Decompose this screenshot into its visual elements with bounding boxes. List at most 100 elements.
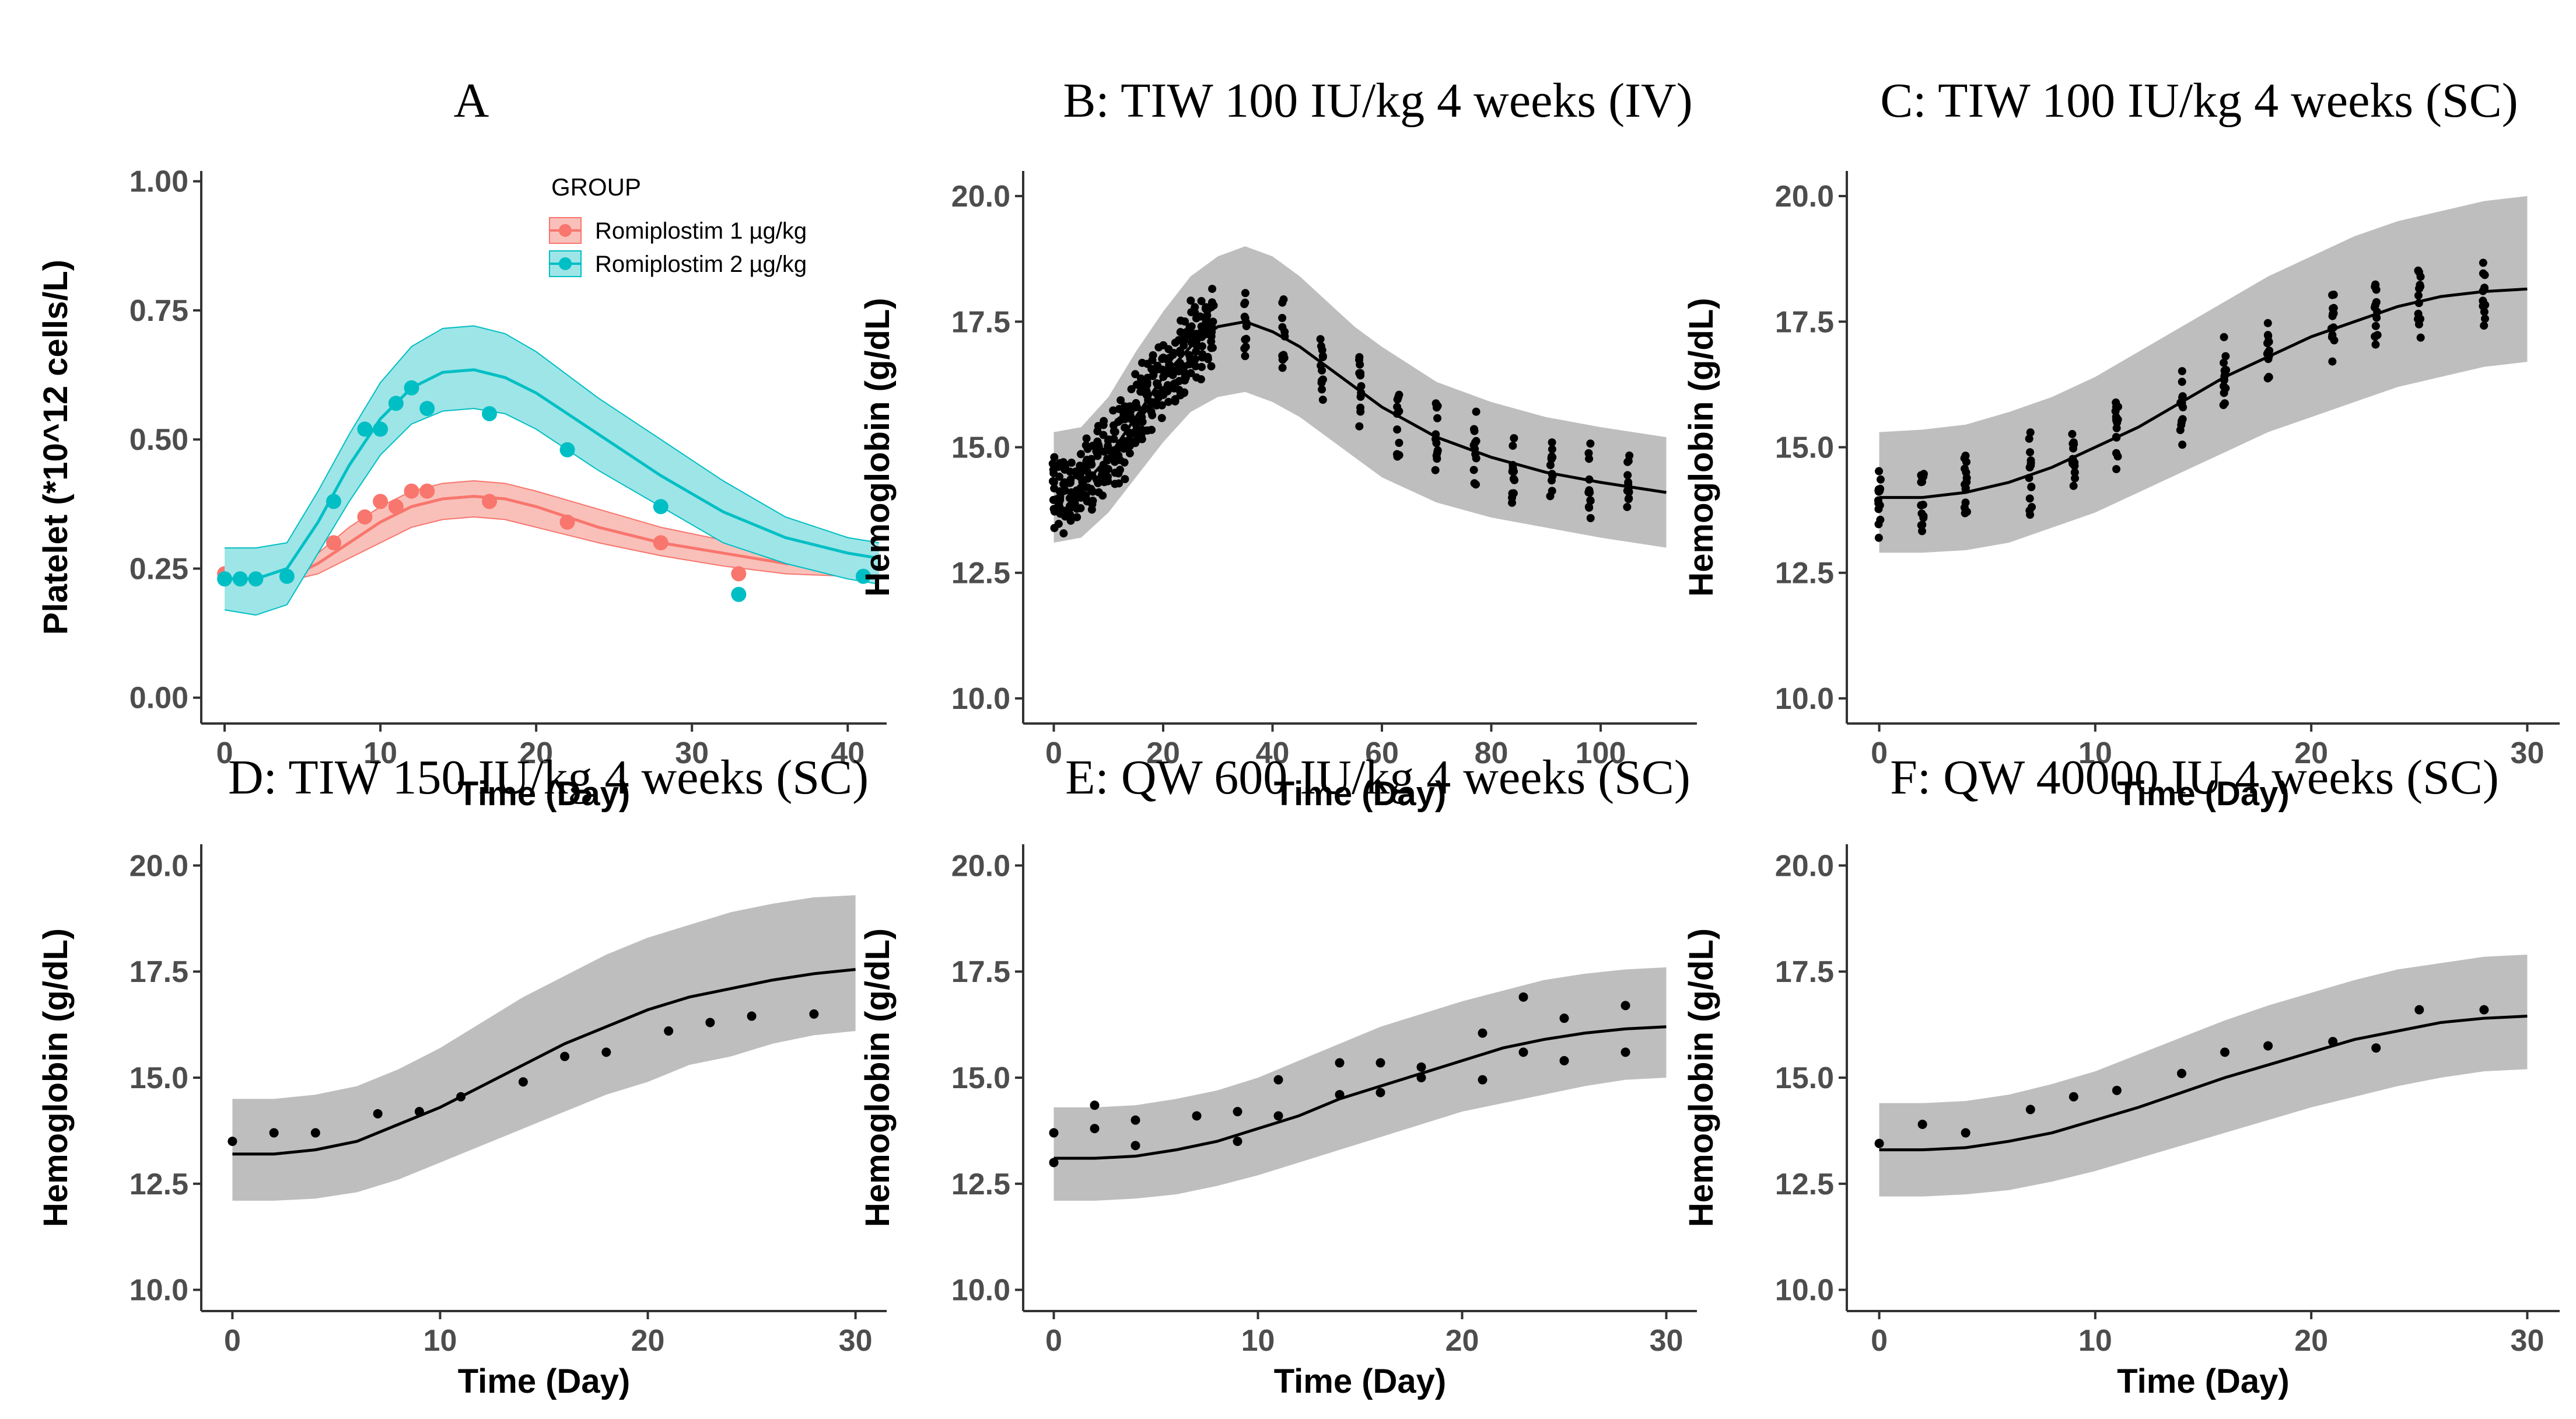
y-tick-label: 1.00 (130, 165, 188, 199)
observed-point (2111, 407, 2120, 415)
prediction-interval-band (1054, 967, 1667, 1201)
observed-point-series-2 (482, 406, 498, 421)
observed-point (1171, 397, 1180, 406)
observed-point (2328, 331, 2337, 340)
observed-point (1055, 473, 1064, 481)
x-axis-label: Time (Day) (2117, 775, 2289, 813)
observed-point (1961, 451, 1970, 460)
observed-point (1376, 1058, 1385, 1068)
observed-point (2070, 440, 2078, 449)
legend-label-series-1: Romiplostim 1 µg/kg (595, 218, 807, 244)
observed-point (1961, 464, 1969, 473)
observed-point (1470, 427, 1479, 435)
observed-point (1478, 1028, 1488, 1038)
observed-point (1241, 289, 1250, 298)
y-tick-label: 17.5 (1775, 955, 1834, 989)
observed-point (2220, 333, 2228, 341)
y-tick-label: 20.0 (951, 849, 1010, 883)
panel-b: B: TIW 100 IU/kg 4 weeks (IV) 0 20 40 60 80 10… (859, 74, 1697, 813)
observed-point (1962, 457, 1971, 466)
observed-point (1961, 509, 1969, 518)
observed-point (1049, 1128, 1059, 1138)
observed-point (1115, 479, 1124, 488)
observed-point (2178, 378, 2186, 386)
legend-label-series-2: Romiplostim 2 µg/kg (595, 251, 807, 277)
observed-point (1242, 334, 1251, 343)
observed-point (2025, 434, 2034, 443)
observed-point (1876, 475, 1885, 484)
observed-point (1094, 441, 1103, 449)
observed-point (2069, 481, 2078, 490)
observed-point (1076, 504, 1085, 512)
observed-point (1279, 295, 1288, 304)
y-tick-label: 12.5 (130, 1168, 188, 1201)
observed-point (1586, 497, 1595, 505)
y-tick-label: 17.5 (951, 955, 1010, 989)
observed-point (1192, 1111, 1202, 1121)
observed-point (373, 1109, 383, 1119)
observed-point (1961, 1128, 1971, 1138)
observed-point (2220, 399, 2229, 408)
observed-point (1316, 335, 1325, 344)
observed-point (1196, 312, 1205, 321)
observed-point (2263, 374, 2272, 383)
observed-point (1318, 352, 1327, 361)
observed-point (1620, 1047, 1630, 1057)
observed-point-series-2 (559, 442, 575, 457)
observed-point (1197, 362, 1206, 371)
observed-point (1186, 369, 1195, 378)
y-axis-label: Hemoglobin (g/dL) (859, 298, 897, 596)
observed-point (1917, 1120, 1927, 1129)
x-tick-label: 80 (1475, 736, 1508, 770)
observed-point (1470, 479, 1479, 488)
observed-point-series-2 (357, 421, 373, 437)
y-tick-label: 15.0 (1775, 431, 1834, 465)
observed-point-series-2 (855, 568, 871, 584)
observed-point (1395, 439, 1404, 448)
observed-point (1191, 355, 1199, 364)
y-tick-label: 10.0 (951, 1274, 1010, 1308)
y-tick-label: 17.5 (130, 955, 188, 989)
legend-key-dot (559, 257, 572, 270)
observed-point (1357, 382, 1366, 390)
observed-point (1181, 317, 1189, 326)
y-tick-label: 20.0 (1775, 849, 1834, 883)
observed-point (1508, 467, 1517, 476)
y-tick-label: 10.0 (130, 1274, 188, 1308)
observed-point (809, 1009, 819, 1019)
observed-point (1054, 519, 1063, 528)
observed-point (1076, 462, 1084, 470)
observed-point (1875, 467, 1884, 476)
observed-point (1919, 501, 1927, 509)
median-line-series-2 (225, 368, 880, 581)
panel-e: E: QW 600 IU/kg 4 weeks (SC) 0 10 20 30 10.0 1… (859, 750, 1697, 1400)
observed-point (1138, 435, 1146, 443)
observed-point (1114, 469, 1123, 478)
observed-point (1876, 515, 1885, 524)
observed-point (2416, 333, 2425, 342)
x-tick-label: 20 (631, 1324, 665, 1358)
x-tick-label: 30 (2511, 1324, 2544, 1358)
observed-point (1104, 465, 1112, 474)
observed-point (1416, 1062, 1426, 1072)
observed-point (2068, 1092, 2078, 1102)
observed-point (2371, 281, 2380, 289)
observed-point (1509, 489, 1518, 498)
observed-point (1874, 505, 1883, 513)
observed-point (2263, 1041, 2273, 1051)
legend-key-dot (559, 224, 572, 237)
observed-point (2414, 268, 2423, 277)
observed-point (1433, 448, 1441, 457)
observed-point (2371, 332, 2379, 341)
observed-point (1061, 462, 1070, 471)
observed-point (2176, 1068, 2186, 1078)
y-tick-label: 10.0 (951, 682, 1010, 716)
observed-point (2070, 468, 2079, 477)
observed-point (2025, 1105, 2035, 1114)
observed-point (1067, 459, 1076, 467)
panel-d: D: TIW 150 IU/kg 4 weeks (SC) 0 10 20 30 10.0… (37, 750, 887, 1400)
x-tick-label: 60 (1365, 736, 1399, 770)
observed-point-series-1 (559, 514, 575, 530)
observed-point (1082, 491, 1090, 500)
observed-point (1087, 460, 1096, 469)
